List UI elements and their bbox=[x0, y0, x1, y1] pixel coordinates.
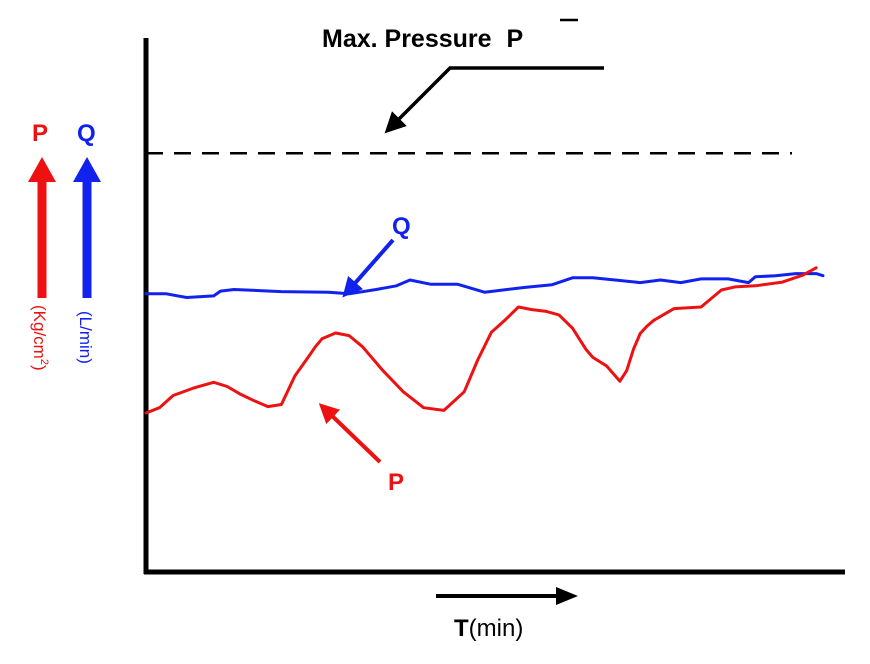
y-arrow-p-head bbox=[28, 157, 56, 182]
y-label-p: P (Kg/cm2) bbox=[28, 120, 56, 371]
chart-title: Max. Pressure P bbox=[322, 25, 523, 53]
annotation-p: P bbox=[388, 469, 404, 496]
y-label-q-unit: (L/min) bbox=[76, 311, 95, 364]
annotation-q: Q bbox=[392, 213, 411, 240]
annotation-q-arrow bbox=[342, 238, 395, 298]
annotation-p-arrow bbox=[318, 403, 382, 464]
y-label-q-symbol: Q bbox=[77, 120, 96, 147]
y-label-p-unit: (Kg/cm2) bbox=[30, 305, 50, 371]
chart-title-symbol: P bbox=[507, 25, 524, 53]
x-arrow-head bbox=[556, 587, 578, 605]
y-label-p-symbol: P bbox=[32, 120, 48, 147]
chart-title-text: Max. Pressure bbox=[322, 25, 492, 53]
x-axis-label: T(min) bbox=[454, 615, 523, 642]
y-label-q: Q (L/min) bbox=[73, 120, 101, 364]
y-arrow-q-head bbox=[73, 157, 101, 182]
series-line-p bbox=[144, 266, 818, 415]
title-pointer-arrow bbox=[384, 66, 604, 134]
series-line-q bbox=[144, 272, 825, 299]
series-layer bbox=[144, 266, 825, 415]
